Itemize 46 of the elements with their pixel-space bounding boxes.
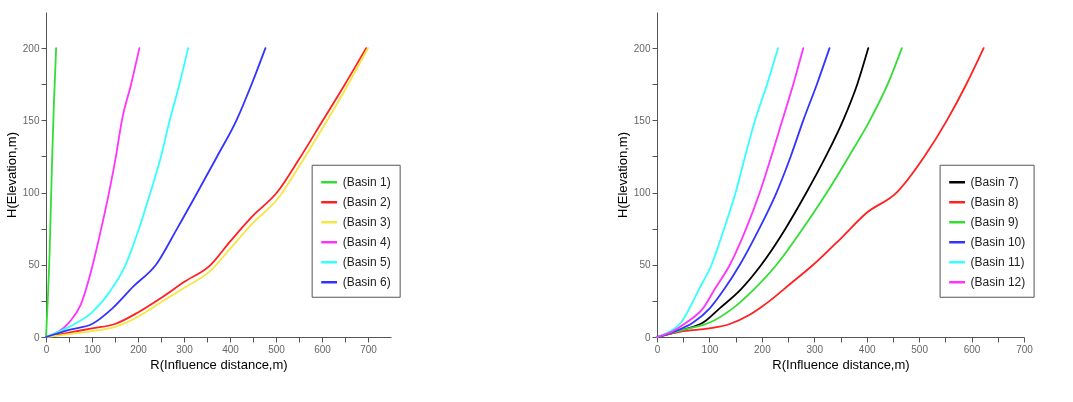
x-tick-label: 200 — [754, 343, 772, 355]
y-tick-label: 200 — [633, 42, 651, 54]
y-tick-label: 50 — [639, 259, 651, 271]
legend-label: (Basin 1) — [342, 175, 391, 190]
x-tick-label: 300 — [176, 343, 194, 355]
x-tick-label: 400 — [858, 343, 876, 355]
y-axis-title: H(Elevation,m) — [614, 132, 630, 218]
x-tick-label: 100 — [84, 343, 102, 355]
y-tick-label: 100 — [22, 187, 40, 199]
legend-label: (Basin 7) — [970, 175, 1019, 190]
x-tick-label: 600 — [314, 343, 332, 355]
x-axis-title: R(Influence distance,m) — [150, 356, 288, 372]
y-tick-label: 200 — [22, 42, 40, 54]
x-tick-label: 100 — [701, 343, 719, 355]
line-series — [45, 47, 58, 338]
x-tick-label: 400 — [222, 343, 240, 355]
y-tick-label: 100 — [633, 187, 651, 199]
x-tick-label: 200 — [130, 343, 148, 355]
y-tick-label: 0 — [33, 331, 40, 343]
line-series — [45, 47, 190, 338]
x-tick-label: 500 — [268, 343, 286, 355]
legend-label: (Basin 4) — [342, 235, 391, 250]
y-tick-label: 0 — [644, 331, 651, 343]
legend-label: (Basin 5) — [342, 255, 391, 270]
legend-label: (Basin 12) — [970, 275, 1026, 290]
x-tick-label: 0 — [654, 343, 661, 355]
y-tick-label: 150 — [633, 114, 651, 126]
x-tick-label: 500 — [911, 343, 929, 355]
legend-label: (Basin 2) — [342, 195, 391, 210]
line-series — [656, 47, 780, 338]
x-axis-title: R(Influence distance,m) — [772, 356, 910, 372]
line-series — [45, 47, 267, 338]
legend-label: (Basin 6) — [342, 275, 391, 290]
x-tick-label: 700 — [1016, 343, 1034, 355]
x-tick-label: 300 — [806, 343, 824, 355]
legend-label: (Basin 11) — [970, 255, 1025, 270]
y-axis-title: H(Elevation,m) — [3, 132, 19, 218]
x-tick-label: 0 — [43, 343, 50, 355]
legend-label: (Basin 10) — [970, 235, 1026, 250]
y-tick-label: 150 — [22, 114, 40, 126]
x-tick-label: 700 — [360, 343, 378, 355]
legend-label: (Basin 3) — [342, 215, 391, 230]
x-tick-label: 600 — [963, 343, 981, 355]
legend-label: (Basin 8) — [970, 195, 1019, 210]
legend-label: (Basin 9) — [970, 215, 1019, 230]
y-tick-label: 50 — [28, 259, 40, 271]
